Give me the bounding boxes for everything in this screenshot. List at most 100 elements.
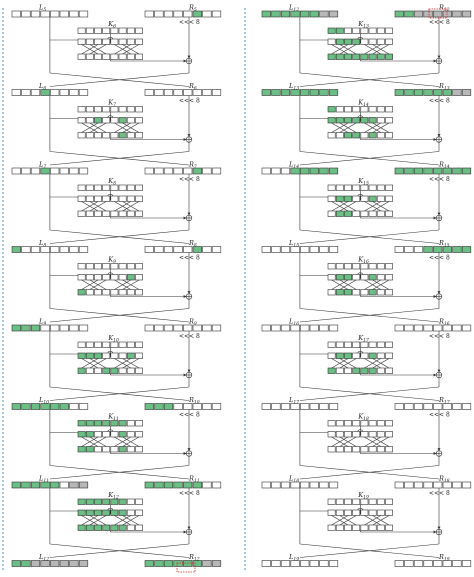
permutation-output-row: [77, 210, 143, 217]
sbox-output-row: [77, 352, 143, 359]
right-state: [144, 324, 222, 332]
permutation-output-row-cell: [344, 446, 352, 453]
right-state-cell: [163, 10, 174, 18]
right-state-cell: [442, 403, 452, 410]
right-state-cell: [211, 481, 222, 489]
left-state-cell: [280, 246, 291, 253]
sbox-output-row-cell: [126, 38, 135, 45]
permutation-output-row-cell: [376, 367, 385, 374]
round-6: L6 R6 <<< 8 K7: [11, 82, 222, 166]
left-state-cell: [40, 167, 50, 175]
right-state-cell: [183, 481, 193, 489]
subkey-label: K8: [107, 177, 116, 187]
permutation-output-row-cell: [135, 367, 143, 374]
subkey-row: [327, 263, 393, 270]
permutation-wire: [81, 44, 99, 55]
subkey-row-cell: [360, 27, 369, 34]
left-state-cell: [78, 403, 89, 410]
subkey-row-cell: [126, 184, 135, 191]
permutation-output-row-cell: [352, 367, 361, 374]
permutation-wire: [372, 44, 390, 55]
subkey-row-cell: [110, 27, 119, 34]
round-10: L10 R10 <<< 8 K11: [11, 396, 222, 480]
permutation-output-row: [77, 53, 143, 60]
permutation-output-row-cell: [77, 210, 86, 217]
sbox-output-row-cell: [352, 274, 361, 281]
permutation-wire: [372, 515, 390, 526]
subkey-label: K15: [357, 177, 369, 187]
sbox-output-row-cell: [135, 431, 143, 438]
subkey-row-cell: [360, 420, 369, 427]
right-state-cell: [413, 10, 424, 18]
right-state-cell: [423, 324, 433, 332]
subkey-row-cell: [385, 420, 393, 427]
right-state-cell: [163, 167, 174, 175]
sbox-output-row-cell: [335, 352, 344, 359]
left-half-label: L14: [288, 161, 299, 171]
right-state-cell: [452, 10, 462, 18]
right-state-cell: [163, 403, 174, 410]
subkey-row-cell: [135, 184, 143, 191]
permutation-output-row: [327, 524, 393, 531]
right-state-cell: [442, 246, 452, 253]
left-state-cell: [59, 403, 69, 410]
subkey-row-cell: [135, 263, 143, 270]
left-state-cell: [40, 324, 50, 332]
sbox-output-row-cell: [77, 274, 86, 281]
permutation-output-row-cell: [376, 289, 385, 296]
right-state-cell: [154, 324, 164, 332]
right-half-label: R12: [188, 553, 200, 563]
permutation-wire: [339, 279, 357, 290]
subkey-row-cell: [344, 184, 352, 191]
permutation-output-row: [77, 446, 143, 453]
permutation-output-row-cell: [335, 446, 344, 453]
right-state: [144, 89, 222, 96]
left-state-cell: [69, 246, 79, 253]
sbox-output-row-cell: [335, 509, 344, 516]
round-7: L7 R7 <<< 8 K8: [11, 161, 222, 244]
permutation-output-row-cell: [135, 289, 143, 296]
subkey-row-cell: [77, 27, 86, 34]
left-state-cell: [40, 560, 50, 567]
subkey-row-cell: [376, 341, 385, 348]
left-state-cell: [50, 246, 60, 253]
subkey-row-cell: [368, 420, 377, 427]
right-state-cell: [202, 324, 212, 332]
right-state-cell: [394, 246, 404, 253]
left-state: [261, 560, 339, 567]
right-state-cell: [202, 560, 212, 567]
permutation-wire: [114, 515, 131, 526]
left-state-cell: [69, 10, 79, 18]
sbox-output-row-cell: [344, 509, 352, 516]
permutation-output-row-cell: [135, 210, 143, 217]
left-state-cell: [59, 481, 69, 489]
right-state-cell: [461, 481, 472, 489]
left-state-cell: [280, 560, 291, 567]
sbox-output-row-cell: [385, 195, 393, 202]
left-half-label: L7: [38, 161, 46, 171]
permutation-wire: [89, 436, 107, 447]
sbox-output-row-cell: [110, 509, 119, 516]
permutation-output-row-cell: [360, 132, 369, 139]
permutation-output-row: [77, 524, 143, 531]
subkey-row-cell: [94, 341, 102, 348]
subkey-row-cell: [327, 106, 336, 113]
right-state-cell: [211, 560, 222, 567]
sbox-output-row: [77, 509, 143, 516]
subkey-row-cell: [352, 27, 361, 34]
subkey-row-cell: [102, 27, 111, 34]
right-state-cell: [183, 246, 193, 253]
permutation-output-row-cell: [126, 132, 135, 139]
subkey-row-cell: [368, 184, 377, 191]
left-state-cell: [300, 89, 310, 96]
subkey-label: K16: [357, 256, 369, 266]
rotation-label: <<< 8: [429, 412, 450, 419]
right-state-cell: [202, 89, 212, 96]
sbox-output-row-cell: [376, 274, 385, 281]
right-half-label: R15: [438, 239, 450, 249]
permutation-output-row-cell: [352, 53, 361, 60]
sbox-output-row-cell: [135, 195, 143, 202]
permutation-output-row-cell: [118, 446, 127, 453]
round-xor-icon: [185, 528, 193, 536]
